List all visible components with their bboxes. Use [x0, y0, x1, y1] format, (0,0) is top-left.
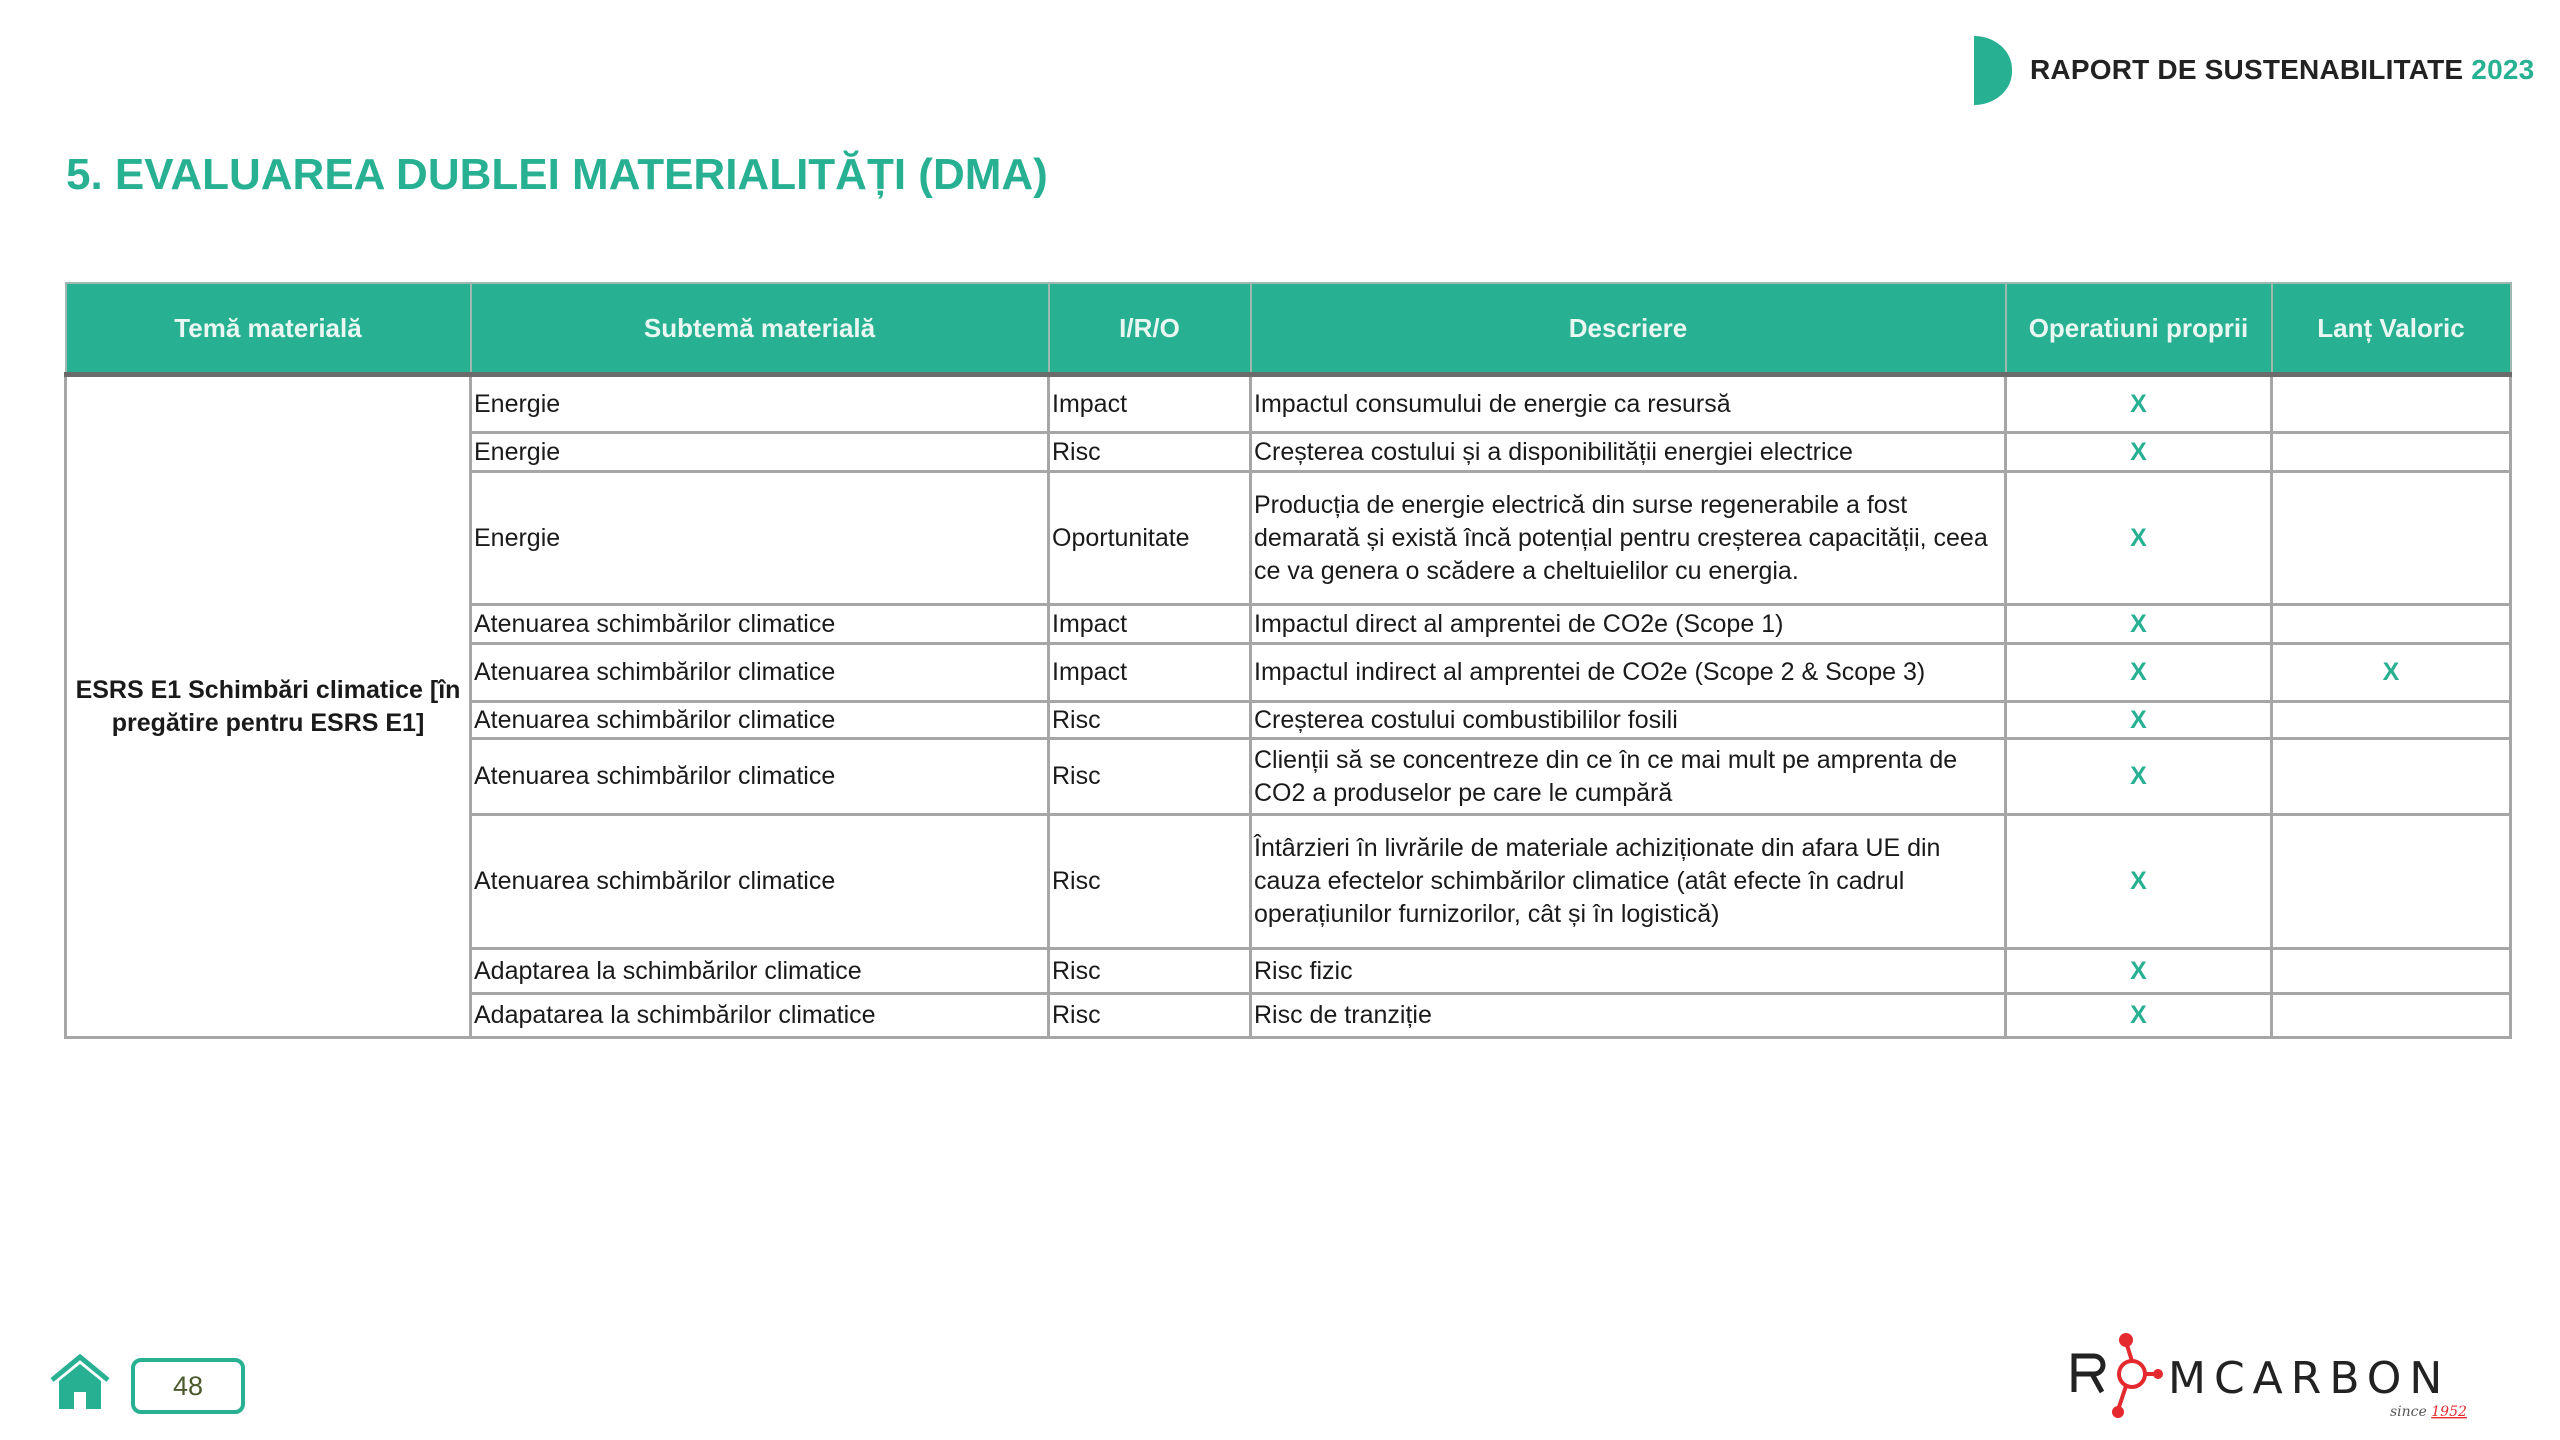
iro-cell: Impact: [1047, 642, 1252, 703]
svg-text:MCARBON: MCARBON: [2168, 1353, 2450, 1404]
subtopic-cell: Atenuarea schimbărilor climatice: [469, 813, 1050, 950]
value-chain-mark: [2270, 603, 2512, 645]
value-chain-mark: [2270, 992, 2512, 1039]
value-chain-mark: [2270, 947, 2512, 995]
description-cell: Producția de energie electrică din surse…: [1249, 470, 2007, 606]
own-operations-mark: X: [2004, 737, 2273, 816]
table-row: Atenuarea schimbărilor climatice Impact Im…: [66, 603, 2512, 645]
table-row: Energie Risc Creșterea costului și a dispo…: [66, 431, 2512, 473]
iro-cell: Risc: [1047, 813, 1252, 950]
table-row: Adapatarea la schimbărilor climatice Risc…: [66, 992, 2512, 1039]
value-chain-mark: [2270, 813, 2512, 950]
description-cell: Impactul direct al amprentei de CO2e (Sc…: [1249, 603, 2007, 645]
value-chain-mark: [2270, 431, 2512, 473]
value-chain-mark: X: [2270, 642, 2512, 703]
own-operations-mark: X: [2004, 431, 2273, 473]
table-header-row: Temă materială Subtemă materială I/R/O Desc…: [64, 282, 2512, 377]
iro-cell: Risc: [1047, 737, 1252, 816]
header-col-tema: Temă materială: [64, 282, 472, 377]
subtopic-cell: Energie: [469, 470, 1050, 606]
own-operations-mark: X: [2004, 470, 2273, 606]
table-row: Energie Oportunitate Producția de energie …: [66, 470, 2512, 606]
own-operations-mark: X: [2004, 373, 2273, 434]
value-chain-mark: [2270, 373, 2512, 434]
value-chain-mark: [2270, 737, 2512, 816]
description-cell: Creșterea costului și a disponibilității…: [1249, 431, 2007, 473]
dma-table: Temă materială Subtemă materială I/R/O Desc…: [64, 282, 2512, 1039]
table-row: ESRS E1 Schimbări climatice [în pregătir…: [64, 373, 2512, 1039]
iro-cell: Risc: [1047, 700, 1252, 740]
theme-cell: ESRS E1 Schimbări climatice [în pregătir…: [64, 373, 472, 1039]
report-title: RAPORT DE SUSTENABILITATE 2023: [2030, 54, 2535, 85]
svg-text:since 1952: since 1952: [2390, 1404, 2467, 1420]
header-accent-shape: [1974, 36, 2012, 105]
header-col-descriere: Descriere: [1249, 282, 2007, 377]
value-chain-mark: [2270, 700, 2512, 740]
iro-cell: Impact: [1047, 373, 1252, 434]
subtopic-cell: Atenuarea schimbărilor climatice: [469, 737, 1050, 816]
subtopic-cell: Energie: [469, 431, 1050, 473]
page-number: 48: [131, 1358, 245, 1414]
description-cell: Impactul consumului de energie ca resurs…: [1249, 373, 2007, 434]
header-col-lant-valoric: Lanț Valoric: [2270, 282, 2512, 377]
description-cell: Risc de tranziție: [1249, 992, 2007, 1039]
iro-cell: Oportunitate: [1047, 470, 1252, 606]
subtopic-cell: Atenuarea schimbărilor climatice: [469, 603, 1050, 645]
subtopic-cell: Adaptarea la schimbărilor climatice: [469, 947, 1050, 995]
home-icon[interactable]: [49, 1354, 111, 1410]
subtopic-cell: Adapatarea la schimbărilor climatice: [469, 992, 1050, 1039]
subtopic-cell: Energie: [469, 373, 1050, 434]
table-row: Atenuarea schimbărilor climatice Impact Im…: [66, 642, 2512, 703]
description-cell: Risc fizic: [1249, 947, 2007, 995]
header-col-operatiuni-proprii: Operatiuni proprii: [2004, 282, 2273, 377]
table-row: Adaptarea la schimbărilor climatice Risc R…: [66, 947, 2512, 995]
header-col-iro: I/R/O: [1047, 282, 1252, 377]
iro-cell: Risc: [1047, 431, 1252, 473]
own-operations-mark: X: [2004, 642, 2273, 703]
own-operations-mark: X: [2004, 813, 2273, 950]
iro-cell: Impact: [1047, 603, 1252, 645]
page-title: 5. EVALUAREA DUBLEI MATERIALITĂȚI (DMA): [66, 150, 1048, 199]
own-operations-mark: X: [2004, 603, 2273, 645]
table-row: Atenuarea schimbărilor climatice Risc Întâ…: [66, 813, 2512, 950]
description-cell: Întârzieri în livrările de materiale ach…: [1249, 813, 2007, 950]
iro-cell: Risc: [1047, 992, 1252, 1039]
own-operations-mark: X: [2004, 700, 2273, 740]
report-year: 2023: [2471, 54, 2535, 85]
table-row: Atenuarea schimbărilor climatice Risc Clie…: [66, 737, 2512, 816]
own-operations-mark: X: [2004, 947, 2273, 995]
romcarbon-logo: MCARBON since 1952: [2071, 1333, 2467, 1420]
value-chain-mark: [2270, 470, 2512, 606]
table-row: Atenuarea schimbărilor climatice Risc Creș…: [66, 700, 2512, 740]
header-col-subtema: Subtemă materială: [469, 282, 1050, 377]
description-cell: Clienții să se concentreze din ce în ce …: [1249, 737, 2007, 816]
iro-cell: Risc: [1047, 947, 1252, 995]
subtopic-cell: Atenuarea schimbărilor climatice: [469, 642, 1050, 703]
description-cell: Creșterea costului combustibililor fosil…: [1249, 700, 2007, 740]
description-cell: Impactul indirect al amprentei de CO2e (…: [1249, 642, 2007, 703]
subtopic-cell: Atenuarea schimbărilor climatice: [469, 700, 1050, 740]
own-operations-mark: X: [2004, 992, 2273, 1039]
